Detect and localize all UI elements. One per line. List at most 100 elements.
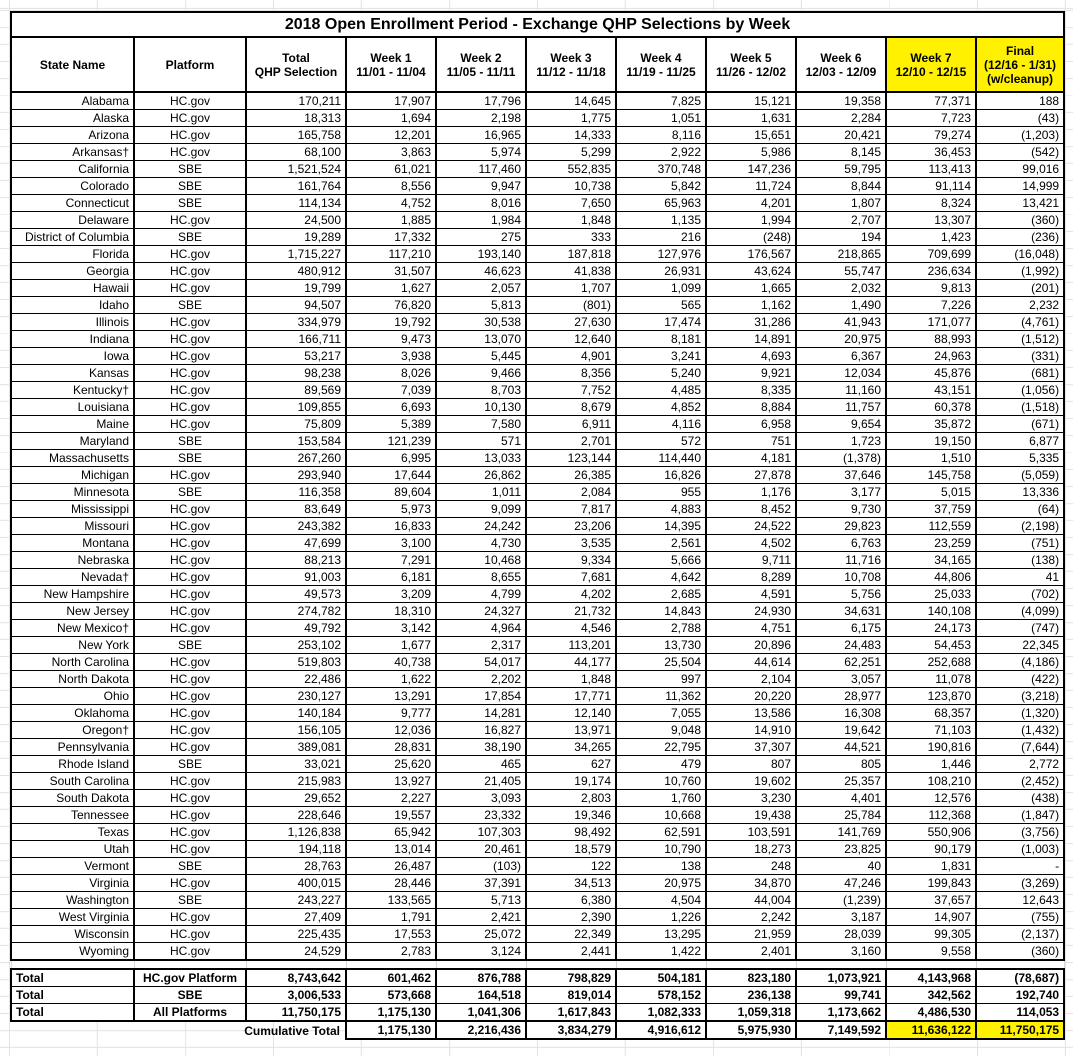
state-row: Wisconsin HC.gov 225,435 17,553 25,072 22,349… bbox=[10, 925, 1066, 943]
value-cell: 34,631 bbox=[795, 602, 887, 620]
value-cell: 24,173 bbox=[885, 619, 977, 637]
state-row: Maine HC.gov 75,809 5,389 7,580 6,911 4,116 6,9… bbox=[10, 415, 1066, 433]
state-name-cell: Florida bbox=[10, 245, 135, 263]
value-cell: 3,177 bbox=[795, 483, 887, 501]
total-value-cell: 578,152 bbox=[615, 986, 707, 1004]
total-row: Total HC.gov Platform 8,743,642 601,462 876,… bbox=[10, 968, 1066, 987]
value-cell: 7,681 bbox=[525, 568, 617, 586]
value-cell: 2,401 bbox=[705, 942, 797, 961]
value-cell: 12,643 bbox=[974, 891, 1066, 909]
value-cell: 12,640 bbox=[525, 330, 617, 348]
value-cell: 24,930 bbox=[705, 602, 797, 620]
total-platform-cell: HC.gov Platform bbox=[133, 968, 247, 987]
state-name-cell: Oregon† bbox=[10, 721, 135, 739]
value-cell: (236) bbox=[974, 228, 1066, 246]
state-row: California SBE 1,521,524 61,021 117,460 552,8… bbox=[10, 160, 1066, 178]
value-cell: 9,947 bbox=[435, 177, 527, 195]
value-cell: 20,421 bbox=[795, 126, 887, 144]
value-cell: 8,016 bbox=[435, 194, 527, 212]
value-cell: 5,240 bbox=[615, 364, 707, 382]
value-cell: 18,579 bbox=[525, 840, 617, 858]
state-row: Maryland SBE 153,584 121,239 571 2,701 572 751 1… bbox=[10, 432, 1066, 450]
value-cell: 216 bbox=[615, 228, 707, 246]
state-row: Texas HC.gov 1,126,838 65,942 107,303 98,492 6… bbox=[10, 823, 1066, 841]
state-name-cell: Oklahoma bbox=[10, 704, 135, 722]
value-cell: 1,135 bbox=[615, 211, 707, 229]
value-cell: 36,453 bbox=[885, 143, 977, 161]
col-header-week-1: Week 1 11/01 - 11/04 bbox=[345, 36, 437, 93]
state-row: Massachusetts SBE 267,260 6,995 13,033 123,14… bbox=[10, 449, 1066, 467]
value-cell: 20,975 bbox=[615, 874, 707, 892]
platform-cell: HC.gov bbox=[133, 415, 247, 433]
state-name-cell: Colorado bbox=[10, 177, 135, 195]
value-cell: 215,983 bbox=[245, 772, 347, 790]
value-cell: 25,504 bbox=[615, 653, 707, 671]
value-cell: 14,891 bbox=[705, 330, 797, 348]
value-cell: 23,825 bbox=[795, 840, 887, 858]
value-cell: 7,825 bbox=[615, 91, 707, 110]
state-row: Michigan HC.gov 293,940 17,644 26,862 26,385 1… bbox=[10, 466, 1066, 484]
value-cell: 11,724 bbox=[705, 177, 797, 195]
value-cell: 13,421 bbox=[974, 194, 1066, 212]
state-row: Iowa HC.gov 53,217 3,938 5,445 4,901 3,241 4,69… bbox=[10, 347, 1066, 365]
value-cell: 1,775 bbox=[525, 109, 617, 127]
col-header-final: Final (12/16 - 1/31) (w/cleanup) bbox=[974, 36, 1066, 93]
value-cell: 44,177 bbox=[525, 653, 617, 671]
value-cell: 171,077 bbox=[885, 313, 977, 331]
value-cell: 1,760 bbox=[615, 789, 707, 807]
state-name-cell: Idaho bbox=[10, 296, 135, 314]
value-cell: 123,144 bbox=[525, 449, 617, 467]
value-cell: 24,327 bbox=[435, 602, 527, 620]
value-cell: 31,507 bbox=[345, 262, 437, 280]
value-cell: 17,907 bbox=[345, 91, 437, 110]
total-value-cell: 236,138 bbox=[705, 986, 797, 1004]
value-cell: 1,126,838 bbox=[245, 823, 347, 841]
value-cell: 2,390 bbox=[525, 908, 617, 926]
platform-cell: SBE bbox=[133, 449, 247, 467]
value-cell: 7,752 bbox=[525, 381, 617, 399]
value-cell: 997 bbox=[615, 670, 707, 688]
value-cell: 138 bbox=[615, 857, 707, 875]
value-cell: 6,995 bbox=[345, 449, 437, 467]
value-cell: (2,198) bbox=[974, 517, 1066, 535]
platform-cell: HC.gov bbox=[133, 466, 247, 484]
value-cell: 11,757 bbox=[795, 398, 887, 416]
value-cell: (248) bbox=[705, 228, 797, 246]
value-cell: 28,763 bbox=[245, 857, 347, 875]
value-cell: 13,307 bbox=[885, 211, 977, 229]
platform-cell: HC.gov bbox=[133, 551, 247, 569]
state-name-cell: Louisiana bbox=[10, 398, 135, 416]
col-header-week-2: Week 2 11/05 - 11/11 bbox=[435, 36, 527, 93]
state-name-cell: Michigan bbox=[10, 466, 135, 484]
value-cell: 274,782 bbox=[245, 602, 347, 620]
value-cell: 3,535 bbox=[525, 534, 617, 552]
platform-cell: HC.gov bbox=[133, 398, 247, 416]
platform-cell: HC.gov bbox=[133, 585, 247, 603]
total-value-cell: 819,014 bbox=[525, 986, 617, 1004]
value-cell: 2,803 bbox=[525, 789, 617, 807]
value-cell: 13,971 bbox=[525, 721, 617, 739]
state-name-cell: Iowa bbox=[10, 347, 135, 365]
value-cell: 293,940 bbox=[245, 466, 347, 484]
value-cell: 28,977 bbox=[795, 687, 887, 705]
value-cell: 4,546 bbox=[525, 619, 617, 637]
value-cell: 3,230 bbox=[705, 789, 797, 807]
value-cell: 68,357 bbox=[885, 704, 977, 722]
value-cell: 165,758 bbox=[245, 126, 347, 144]
value-cell: 1,848 bbox=[525, 670, 617, 688]
total-platform-cell: SBE bbox=[133, 986, 247, 1004]
value-cell: 114,134 bbox=[245, 194, 347, 212]
value-cell: 1,622 bbox=[345, 670, 437, 688]
value-cell: 2,922 bbox=[615, 143, 707, 161]
state-row: Illinois HC.gov 334,979 19,792 30,538 27,630 1… bbox=[10, 313, 1066, 331]
value-cell: 243,382 bbox=[245, 517, 347, 535]
value-cell: 34,870 bbox=[705, 874, 797, 892]
value-cell: (3,756) bbox=[974, 823, 1066, 841]
value-cell: 10,738 bbox=[525, 177, 617, 195]
value-cell: 6,911 bbox=[525, 415, 617, 433]
value-cell: 176,567 bbox=[705, 245, 797, 263]
state-name-cell: Mississippi bbox=[10, 500, 135, 518]
state-row: District of Columbia SBE 19,289 17,332 275 33… bbox=[10, 228, 1066, 246]
value-cell: 4,730 bbox=[435, 534, 527, 552]
state-name-cell: Maine bbox=[10, 415, 135, 433]
